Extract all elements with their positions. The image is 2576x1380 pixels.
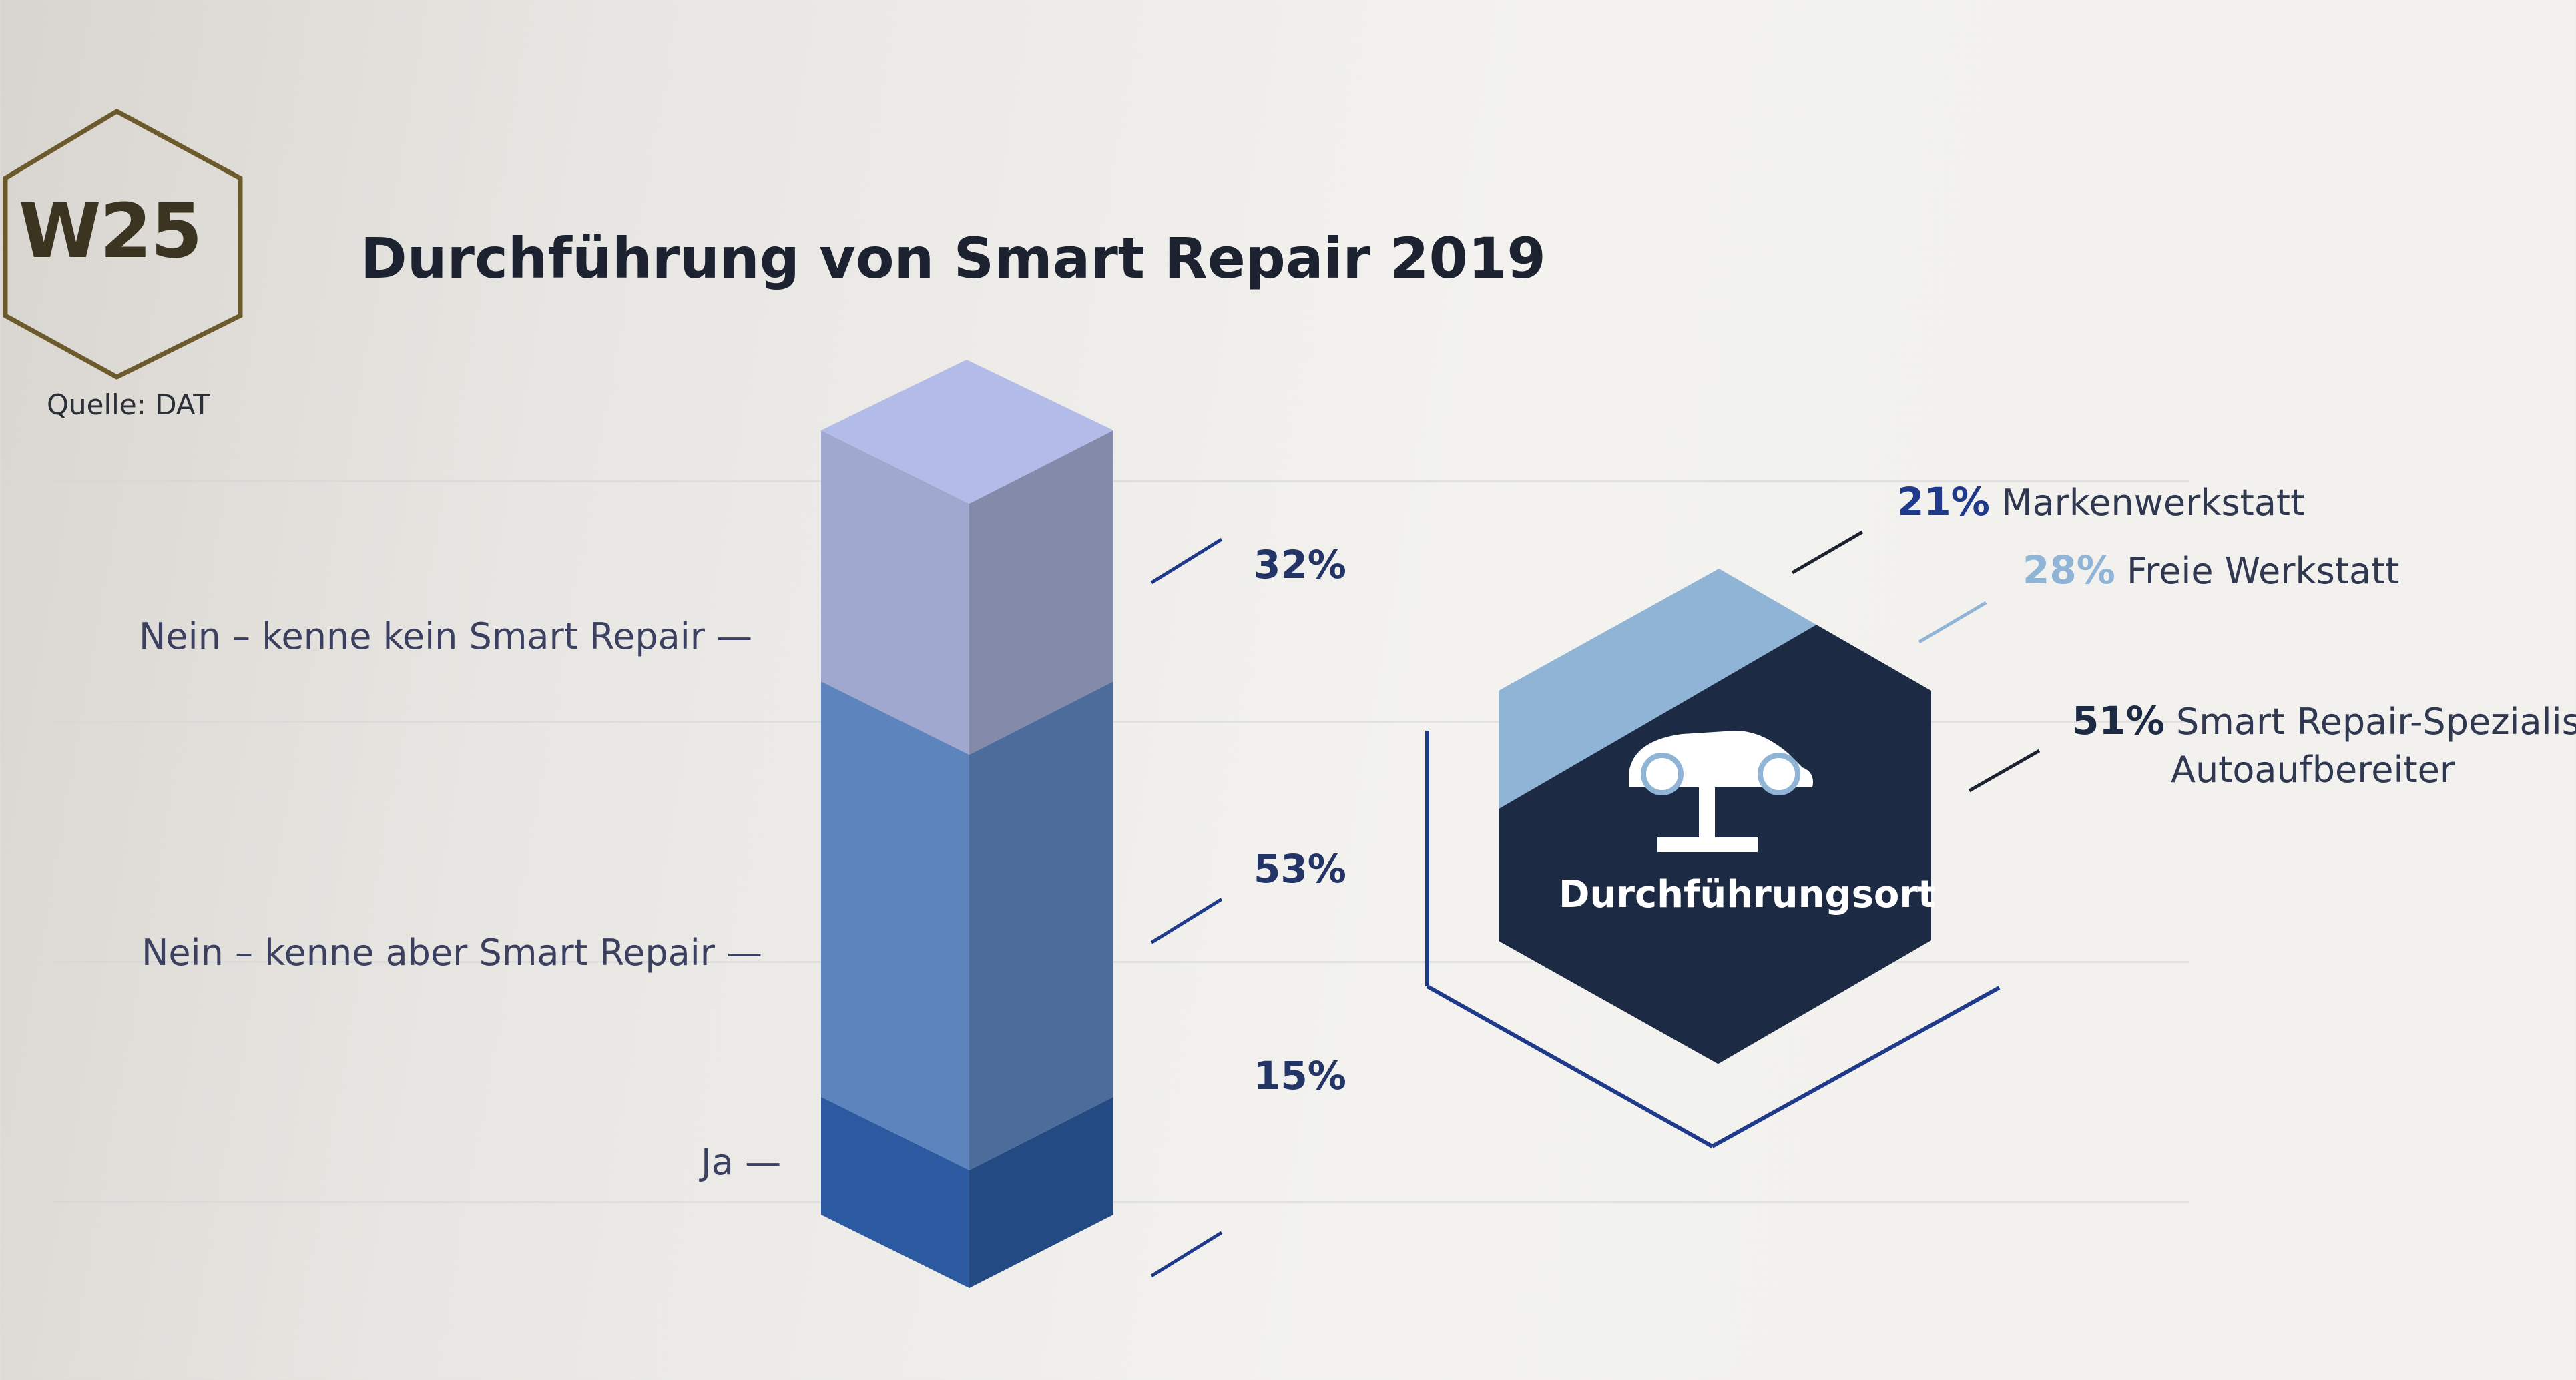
iso-axes — [1425, 731, 2001, 1148]
iso-axis-right — [1711, 986, 2001, 1148]
background-bleed-line — [53, 480, 2189, 482]
category-label-ja: Ja — — [701, 1141, 782, 1183]
legend-pct-markenwerkstatt: 21% — [1897, 479, 1990, 525]
legend-markenwerkstatt: 21% Markenwerkstatt — [1897, 478, 2304, 527]
bar-leader-lines — [1150, 537, 1223, 1278]
bar-segment-kenne-aber-left — [821, 681, 969, 1170]
legend-text-markenwerkstatt: Markenwerkstatt — [2001, 482, 2305, 524]
background-bleed-line — [53, 1201, 2189, 1203]
legend-text-spezialist-line2: Autoaufbereiter — [2171, 749, 2455, 791]
legend-pct-spezialist: 51% — [2072, 698, 2165, 743]
stacked-bar-3d — [821, 360, 1113, 1288]
leader-53 — [1150, 898, 1223, 944]
legend-leader-markenwerkstatt — [1791, 530, 1864, 575]
bar-segment-kenne-aber-right — [969, 681, 1113, 1170]
legend-leader-freie-werkstatt — [1918, 601, 1987, 644]
badge-hexagon-icon — [3, 108, 243, 380]
background-bleed-line — [53, 721, 2189, 723]
legend-freie-werkstatt: 28% Freie Werkstatt — [2023, 546, 2399, 595]
legend-leader-spezialist — [1968, 749, 2041, 793]
value-label-53: 53% — [1254, 846, 1346, 892]
bar-segment-kenne-kein-right — [969, 430, 1113, 755]
badge-code: W25 — [19, 188, 202, 275]
bar-top-face — [821, 360, 1113, 504]
legend-pct-freie-werkstatt: 28% — [2023, 547, 2115, 593]
source-note: Quelle: DAT — [47, 388, 210, 421]
legend-text-spezialist-line1: Smart Repair-Spezialist/ — [2176, 701, 2576, 743]
leader-32 — [1150, 537, 1223, 585]
value-label-15: 15% — [1254, 1053, 1346, 1098]
bar-segment-ja-right — [969, 1096, 1113, 1288]
category-label-kenne-aber: Nein – kenne aber Smart Repair — — [142, 932, 763, 974]
bar-segment-ja-left — [821, 1096, 969, 1288]
iso-axis-left — [1426, 984, 1714, 1148]
chart-title: Durchführung von Smart Repair 2019 — [360, 226, 1546, 291]
legend-text-freie-werkstatt: Freie Werkstatt — [2127, 550, 2400, 592]
hex-segment-markenwerkstatt — [1499, 569, 1931, 617]
leader-15 — [1150, 1231, 1223, 1278]
car-lift-icon — [1629, 731, 1813, 852]
bar-segment-kenne-kein-left — [821, 430, 969, 755]
legend-leader-lines — [1791, 530, 2041, 793]
value-label-32: 32% — [1254, 542, 1346, 587]
background-bleed-line — [53, 961, 2189, 963]
legend-spezialist: 51% Smart Repair-Spezialist/ Autoaufbere… — [2072, 697, 2576, 794]
hexagon-label: Durchführungsort — [1559, 873, 1936, 916]
hex-segment-freie-werkstatt — [1499, 569, 1931, 827]
category-label-kenne-kein: Nein – kenne kein Smart Repair — — [139, 615, 753, 657]
